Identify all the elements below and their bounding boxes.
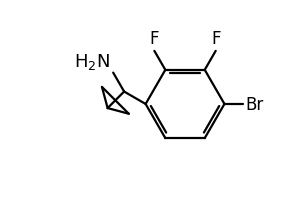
Text: $\mathsf{H_2N}$: $\mathsf{H_2N}$ [74,52,110,72]
Text: F: F [149,30,159,48]
Text: Br: Br [246,96,264,114]
Text: F: F [212,30,221,48]
